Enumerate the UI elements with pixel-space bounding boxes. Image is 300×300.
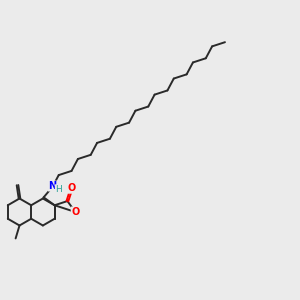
Text: N: N (48, 181, 56, 191)
Text: H: H (55, 184, 62, 194)
Text: O: O (68, 183, 76, 193)
Text: O: O (71, 207, 80, 217)
